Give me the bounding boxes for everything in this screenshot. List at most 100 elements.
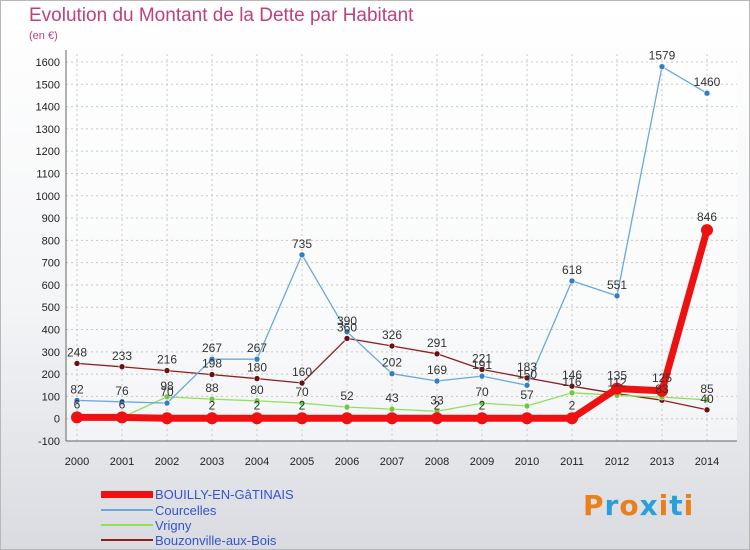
x-tick-label: 2013 — [650, 456, 674, 468]
data-point — [433, 350, 441, 358]
x-tick-label: 2003 — [200, 456, 224, 468]
data-label: 135 — [607, 369, 627, 383]
data-label: 116 — [562, 375, 581, 389]
data-label: 183 — [517, 360, 537, 374]
data-label: 551 — [607, 278, 627, 292]
data-label: 1579 — [649, 49, 676, 63]
data-point — [163, 399, 171, 407]
data-point — [341, 412, 353, 425]
data-point — [478, 372, 486, 380]
legend-label: Courcelles — [155, 502, 217, 518]
logo-letter: t — [669, 489, 684, 522]
y-tick-label: 400 — [42, 325, 60, 337]
data-label: 57 — [520, 388, 534, 402]
y-tick-label: 600 — [42, 280, 60, 292]
data-point — [298, 251, 306, 259]
y-tick-label: 100 — [42, 391, 60, 403]
legend-item: Bouzonville-aux-Bois — [101, 532, 276, 548]
data-point — [568, 389, 576, 397]
data-point — [388, 370, 396, 377]
x-tick-label: 2001 — [110, 456, 134, 468]
data-point — [73, 360, 81, 367]
data-point — [523, 402, 531, 410]
logo-letter: i — [658, 489, 670, 522]
legend-swatch — [101, 524, 153, 526]
legend-label: Bouzonville-aux-Bois — [155, 532, 277, 548]
y-tick-label: 900 — [42, 213, 60, 225]
data-point — [251, 412, 263, 425]
data-label: 2 — [299, 398, 306, 412]
data-point — [161, 412, 173, 425]
y-tick-label: 1400 — [36, 102, 60, 114]
data-point — [298, 379, 306, 387]
data-label: 80 — [250, 383, 264, 397]
x-tick-label: 2009 — [470, 456, 494, 468]
legend-item: BOUILLY-EN-GâTINAIS — [101, 486, 294, 502]
legend-label: Vrigny — [155, 517, 192, 533]
data-point — [388, 405, 396, 413]
data-point — [208, 355, 216, 363]
x-tick-label: 2005 — [290, 456, 314, 468]
data-label: 43 — [385, 391, 399, 405]
proxiti-logo: Proxiti — [583, 489, 694, 522]
y-tick-label: 1000 — [36, 191, 60, 203]
logo-letter: o — [619, 489, 640, 522]
data-point — [253, 355, 261, 363]
data-point — [521, 412, 533, 425]
data-label: 88 — [205, 381, 219, 395]
data-label: 52 — [340, 389, 354, 403]
legend-swatch — [101, 539, 153, 541]
y-tick-label: 0 — [54, 414, 60, 426]
data-point — [703, 396, 711, 404]
data-label: 70 — [475, 385, 489, 399]
x-tick-label: 2011 — [560, 456, 584, 468]
data-label: 98 — [160, 379, 174, 393]
y-tick-label: 1300 — [36, 124, 60, 136]
data-point — [611, 382, 623, 395]
data-label: 6 — [119, 397, 126, 411]
y-tick-label: 700 — [42, 258, 60, 270]
y-tick-label: 200 — [42, 369, 60, 381]
data-point — [118, 398, 126, 406]
legend-swatch — [101, 490, 153, 498]
data-label: 82 — [70, 382, 84, 396]
data-label: 360 — [337, 320, 357, 334]
data-point — [298, 399, 306, 407]
logo-letter: x — [639, 489, 659, 522]
data-point — [116, 411, 128, 424]
y-tick-label: 1200 — [36, 146, 60, 158]
data-point — [613, 292, 621, 300]
data-point — [208, 371, 216, 378]
data-label: 2 — [434, 398, 441, 412]
data-point — [343, 403, 351, 411]
data-label: 76 — [115, 384, 129, 398]
data-label: 291 — [427, 336, 447, 350]
y-tick-label: 1600 — [36, 57, 60, 69]
x-tick-label: 2012 — [605, 456, 629, 468]
y-tick-label: 1100 — [36, 168, 60, 180]
data-point — [73, 397, 81, 404]
data-label: 1460 — [694, 75, 721, 89]
data-point — [568, 277, 576, 285]
x-tick-label: 2000 — [65, 456, 89, 468]
data-label: 125 — [652, 371, 672, 385]
data-label: 33 — [430, 393, 444, 407]
data-point — [568, 382, 576, 390]
data-label: 202 — [382, 356, 402, 370]
data-point — [71, 411, 83, 424]
data-label: 2 — [479, 398, 486, 412]
data-point — [253, 397, 261, 405]
data-point — [701, 224, 713, 237]
data-label: 846 — [697, 210, 717, 224]
data-point — [656, 384, 668, 397]
x-tick-label: 2010 — [515, 456, 539, 468]
data-label: 390 — [337, 314, 357, 328]
data-point — [208, 395, 216, 403]
data-point — [253, 375, 261, 382]
x-tick-label: 2007 — [380, 456, 404, 468]
data-label: 216 — [157, 353, 177, 367]
data-label: 2 — [209, 398, 216, 412]
data-point — [388, 342, 396, 350]
